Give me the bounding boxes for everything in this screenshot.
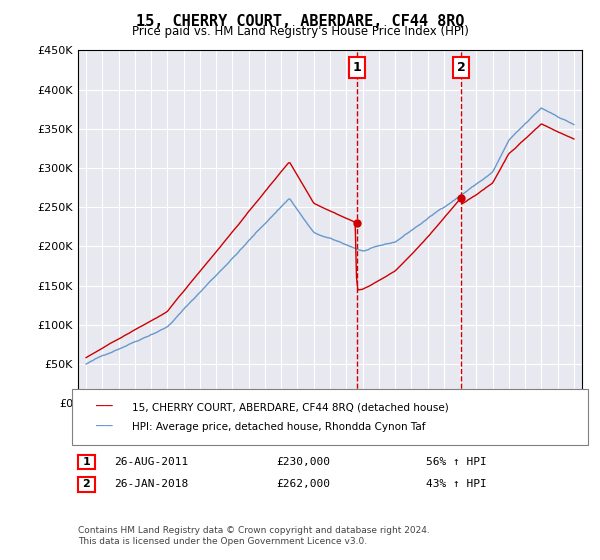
Text: 2: 2 — [83, 479, 90, 489]
Text: 43% ↑ HPI: 43% ↑ HPI — [426, 479, 487, 489]
Text: 2: 2 — [457, 61, 466, 74]
Text: 56% ↑ HPI: 56% ↑ HPI — [426, 457, 487, 467]
Text: 15, CHERRY COURT, ABERDARE, CF44 8RQ (detached house): 15, CHERRY COURT, ABERDARE, CF44 8RQ (de… — [132, 402, 449, 412]
Text: 26-JAN-2018: 26-JAN-2018 — [114, 479, 188, 489]
Text: 1: 1 — [83, 457, 90, 467]
Text: 15, CHERRY COURT, ABERDARE, CF44 8RQ: 15, CHERRY COURT, ABERDARE, CF44 8RQ — [136, 14, 464, 29]
Text: 26-AUG-2011: 26-AUG-2011 — [114, 457, 188, 467]
Text: 1: 1 — [352, 61, 361, 74]
Text: HPI: Average price, detached house, Rhondda Cynon Taf: HPI: Average price, detached house, Rhon… — [132, 422, 425, 432]
Text: Contains HM Land Registry data © Crown copyright and database right 2024.
This d: Contains HM Land Registry data © Crown c… — [78, 526, 430, 546]
Text: ——: —— — [96, 420, 113, 434]
Text: Price paid vs. HM Land Registry's House Price Index (HPI): Price paid vs. HM Land Registry's House … — [131, 25, 469, 38]
Text: ——: —— — [96, 400, 113, 414]
Text: £262,000: £262,000 — [276, 479, 330, 489]
Text: £230,000: £230,000 — [276, 457, 330, 467]
